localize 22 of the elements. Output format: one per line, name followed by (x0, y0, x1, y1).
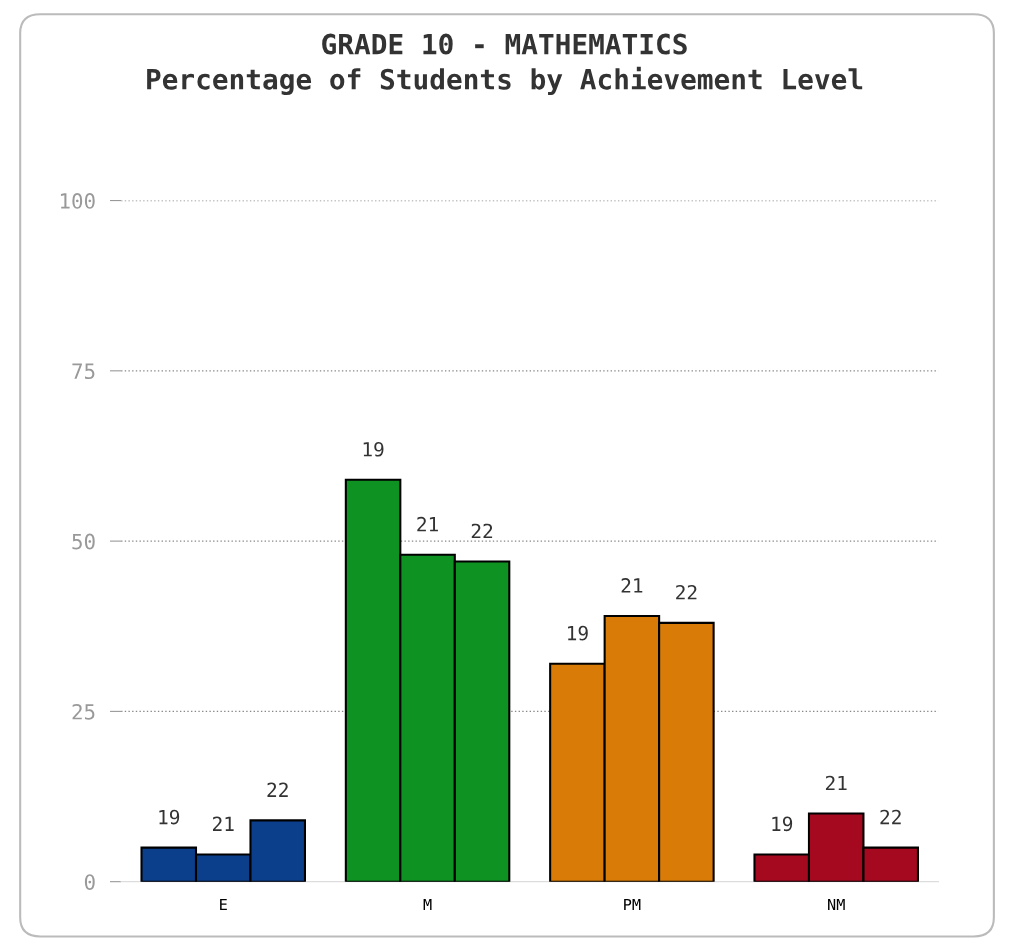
series-label: 21 (417, 516, 438, 532)
text: 19 (363, 441, 384, 457)
y-tick-label: 25 (72, 703, 95, 720)
x-tick-label: NM (828, 898, 845, 911)
text: 19 (159, 809, 180, 825)
y-tick-label: 0 (84, 874, 95, 890)
text: 21 (825, 775, 847, 791)
y-tick-label: 75 (72, 363, 95, 380)
x-tick-label: PM (624, 898, 641, 911)
text: 22 (880, 809, 901, 825)
text: 19 (568, 625, 588, 641)
text: 22 (676, 584, 697, 600)
chart-title: GRADE 10 - MATHEMATICS Percentage of Students by Achievement Level (147, 33, 863, 96)
series-label: 19 (772, 816, 793, 832)
text: 21 (212, 816, 234, 831)
series-label: 22 (267, 782, 288, 797)
x-tick-label: E (220, 898, 227, 911)
text: 21 (621, 578, 643, 593)
y-tick-label: 100 (60, 193, 95, 209)
y-tick-label: 50 (72, 533, 95, 550)
x-tick-label: M (423, 898, 432, 911)
text: 22 (471, 523, 493, 539)
